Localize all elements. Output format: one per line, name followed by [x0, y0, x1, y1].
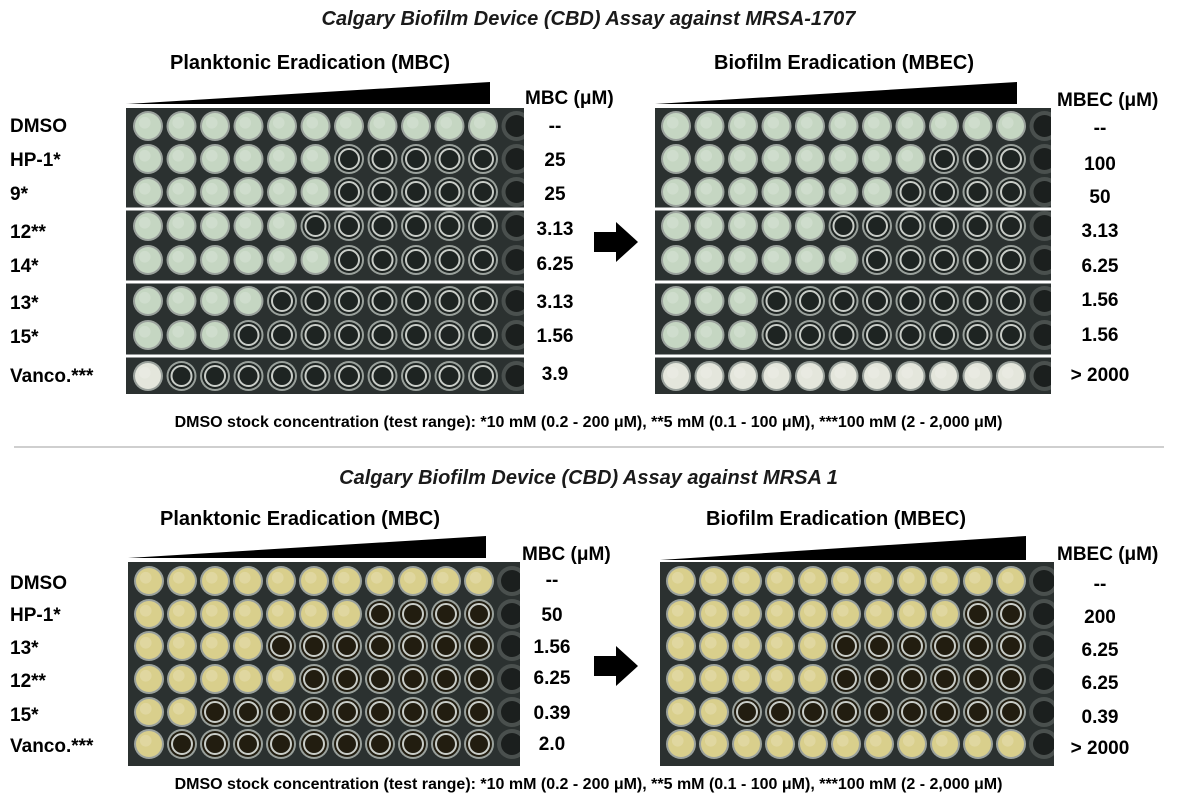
panel1-row-label: HP-1* — [10, 150, 61, 171]
panel2-row-label: Vanco.*** — [10, 736, 94, 757]
panel1-mbec-value: 100 — [1084, 154, 1116, 175]
panel2-mbc-unit: MBC (μM) — [522, 544, 611, 565]
panel1-mbc-value: -- — [548, 116, 562, 137]
arrow-icon — [594, 646, 638, 686]
panel2-row-label: 15* — [10, 705, 39, 726]
panel2-row-label: 12** — [10, 671, 46, 692]
panel1-mbec-unit: MBEC (μM) — [1057, 90, 1159, 111]
panel2-mbc-value: 2.0 — [538, 734, 566, 755]
panel1-mbc-value: 3.13 — [536, 292, 574, 313]
panel2-mbec-header: Biofilm Eradication (MBEC) — [706, 508, 967, 530]
panel1-mbec-value: 50 — [1089, 187, 1111, 208]
panel1-footnote: DMSO stock concentration (test range): *… — [174, 414, 1003, 431]
panel2-mbc-value: 1.56 — [533, 637, 571, 658]
panel2-mbec-concentration-gradient — [660, 536, 1026, 560]
panel2-mbec-value: -- — [1093, 574, 1107, 595]
panel1-mbec-value: 1.56 — [1081, 290, 1119, 311]
panel1-mbec-concentration-gradient — [655, 82, 1017, 104]
panel1-mbc-value: 25 — [544, 150, 566, 171]
panel2-row-label: DMSO — [10, 573, 67, 594]
panel1-mbc-value: 25 — [544, 184, 566, 205]
panel1-mbc-plate-image — [126, 108, 524, 394]
panel2-mbec-value: > 2000 — [1070, 738, 1130, 759]
panel1-mbc-value: 1.56 — [536, 326, 574, 347]
panel2-mbec-plate-image — [660, 562, 1054, 766]
panel2-row-label: 13* — [10, 638, 39, 659]
panel1-mbc-value: 3.13 — [536, 219, 574, 240]
panel1-title: Calgary Biofilm Device (CBD) Assay again… — [321, 8, 856, 30]
panel1-mbec-value: 6.25 — [1081, 256, 1119, 277]
panel2-mbec-value: 6.25 — [1081, 673, 1119, 694]
panel2-mbec-unit: MBEC (μM) — [1057, 544, 1159, 565]
panel1-row-label: 15* — [10, 327, 39, 348]
panel2-mbc-value: 0.39 — [533, 703, 571, 724]
panel2-mbc-value: 50 — [541, 605, 563, 626]
panel2-mbc-plate-image — [128, 562, 520, 766]
panel-divider — [14, 446, 1164, 448]
panel2-mbec-value: 200 — [1084, 607, 1116, 628]
panel1-row-label: 9* — [10, 184, 28, 205]
arrow-icon — [594, 222, 638, 262]
panel1-row-label: 12** — [10, 222, 46, 243]
panel1-row-label: DMSO — [10, 116, 67, 137]
panel1-mbec-header: Biofilm Eradication (MBEC) — [714, 52, 975, 74]
panel1-mbec-value: 3.13 — [1081, 221, 1119, 242]
panel2-title: Calgary Biofilm Device (CBD) Assay again… — [339, 467, 838, 489]
panel1-row-label: Vanco.*** — [10, 366, 94, 387]
panel1-mbc-unit: MBC (μM) — [525, 88, 614, 109]
panel2-mbc-header: Planktonic Eradication (MBC) — [160, 508, 441, 530]
panel1-mbc-value: 3.9 — [541, 364, 569, 385]
panel1-mbec-value: > 2000 — [1070, 365, 1130, 386]
panel1-row-label: 14* — [10, 256, 39, 277]
panel2-mbec-value: 0.39 — [1081, 707, 1119, 728]
panel1-mbc-concentration-gradient — [126, 82, 490, 104]
panel2-mbc-value: -- — [545, 570, 559, 591]
panel2-footnote: DMSO stock concentration (test range): *… — [174, 776, 1003, 793]
panel2-mbc-concentration-gradient — [128, 536, 486, 558]
panel1-mbc-header: Planktonic Eradication (MBC) — [170, 52, 451, 74]
panel1-mbc-value: 6.25 — [536, 254, 574, 275]
panel2-mbec-value: 6.25 — [1081, 640, 1119, 661]
panel1-row-label: 13* — [10, 293, 39, 314]
panel2-row-label: HP-1* — [10, 605, 61, 626]
panel1-mbec-value: 1.56 — [1081, 325, 1119, 346]
panel2-mbc-value: 6.25 — [533, 668, 571, 689]
panel1-mbec-value: -- — [1093, 118, 1107, 139]
panel1-mbec-plate-image — [655, 108, 1051, 394]
